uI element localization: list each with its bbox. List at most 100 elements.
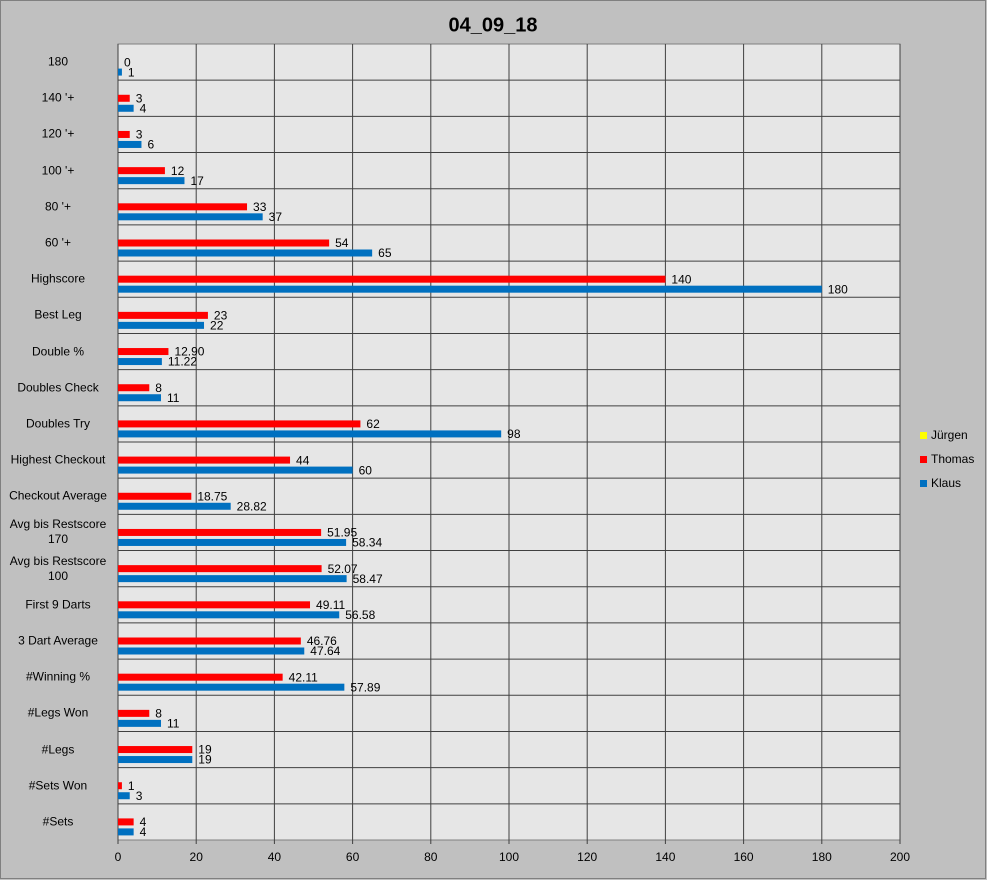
bar bbox=[118, 348, 169, 356]
bar bbox=[118, 140, 142, 148]
bar bbox=[118, 249, 373, 257]
data-label: 4 bbox=[140, 101, 147, 115]
chart-title: 04_09_18 bbox=[449, 14, 538, 36]
data-label: 49.11 bbox=[316, 598, 345, 612]
data-label: 3 bbox=[136, 128, 143, 142]
y-tick-label: 60 '+ bbox=[45, 235, 71, 250]
bar bbox=[118, 456, 291, 464]
bar bbox=[118, 637, 301, 645]
bar bbox=[118, 68, 122, 76]
data-label: 42.11 bbox=[289, 670, 318, 684]
data-label: 57.89 bbox=[350, 680, 380, 694]
bar bbox=[118, 466, 353, 474]
y-tick-label: 180 bbox=[47, 54, 69, 69]
data-label: 4 bbox=[140, 825, 147, 839]
bar bbox=[118, 420, 361, 428]
data-label: 23 bbox=[214, 309, 228, 323]
bar bbox=[118, 601, 311, 609]
data-label: 180 bbox=[828, 282, 848, 296]
data-label: 11.22 bbox=[168, 355, 197, 369]
x-tick-label: 100 bbox=[499, 850, 519, 864]
data-label: 62 bbox=[366, 417, 380, 431]
data-label: 33 bbox=[253, 200, 267, 214]
x-tick-label: 40 bbox=[268, 850, 282, 864]
bar bbox=[118, 275, 666, 283]
y-tick-label: Highest Checkout bbox=[10, 452, 106, 467]
data-label: 17 bbox=[190, 174, 204, 188]
y-tick-label: Doubles Try bbox=[25, 416, 91, 431]
y-tick-label: 100 '+ bbox=[41, 163, 75, 178]
bar bbox=[118, 782, 122, 790]
data-label: 98 bbox=[507, 427, 521, 441]
data-label: 44 bbox=[296, 453, 310, 467]
bar bbox=[118, 239, 330, 247]
x-tick-label: 80 bbox=[424, 850, 438, 864]
bar bbox=[118, 575, 347, 583]
y-tick-label: Best Leg bbox=[34, 307, 82, 322]
x-tick-label: 140 bbox=[655, 850, 675, 864]
data-label: 8 bbox=[155, 707, 162, 721]
bar bbox=[118, 285, 822, 293]
legend-label: Klaus bbox=[931, 476, 961, 490]
x-tick-label: 20 bbox=[190, 850, 204, 864]
legend-label: Thomas bbox=[931, 452, 974, 466]
data-label: 1 bbox=[128, 65, 135, 79]
y-tick-label: Avg bis Restscore 170 bbox=[9, 517, 107, 547]
bar bbox=[118, 756, 193, 764]
bar bbox=[118, 394, 162, 402]
data-label: 3 bbox=[136, 91, 143, 105]
x-tick-label: 200 bbox=[890, 850, 910, 864]
data-label: 0 bbox=[124, 55, 131, 69]
bar bbox=[118, 311, 208, 319]
bar bbox=[118, 538, 347, 546]
y-tick-label: First 9 Darts bbox=[25, 597, 91, 612]
x-tick-label: 0 bbox=[115, 850, 122, 864]
data-label: 3 bbox=[136, 789, 143, 803]
bar bbox=[118, 709, 150, 717]
legend-label: Jürgen bbox=[931, 428, 968, 442]
data-label: 11 bbox=[167, 717, 180, 731]
bar bbox=[118, 104, 134, 112]
bar bbox=[118, 611, 340, 619]
y-tick-label: #Legs Won bbox=[27, 705, 89, 720]
bar bbox=[118, 673, 283, 681]
bar bbox=[118, 213, 263, 221]
bar bbox=[118, 683, 345, 691]
data-label: 54 bbox=[335, 236, 349, 250]
y-tick-label: 3 Dart Average bbox=[18, 633, 98, 648]
bar bbox=[118, 565, 322, 573]
data-label: 52.07 bbox=[328, 562, 358, 576]
data-label: 19 bbox=[198, 743, 212, 757]
bar bbox=[118, 528, 322, 536]
data-label: 140 bbox=[671, 272, 691, 286]
data-label: 12 bbox=[171, 164, 185, 178]
bar bbox=[118, 492, 192, 500]
bar bbox=[118, 94, 130, 102]
y-tick-label: 80 '+ bbox=[45, 199, 71, 214]
y-tick-label: Checkout Average bbox=[9, 488, 107, 503]
data-label: 47.64 bbox=[310, 644, 340, 658]
bar bbox=[118, 828, 134, 836]
bar bbox=[118, 719, 162, 727]
legend-swatch bbox=[920, 432, 927, 439]
data-label: 19 bbox=[198, 753, 212, 767]
bar bbox=[118, 358, 162, 366]
data-label: 12.90 bbox=[174, 345, 204, 359]
y-tick-label: #Legs bbox=[41, 742, 75, 757]
bar bbox=[118, 130, 130, 138]
bar bbox=[118, 818, 134, 826]
x-tick-label: 160 bbox=[734, 850, 754, 864]
data-label: 65 bbox=[378, 246, 392, 260]
x-tick-label: 60 bbox=[346, 850, 360, 864]
bar bbox=[118, 384, 150, 392]
x-tick-label: 120 bbox=[577, 850, 597, 864]
legend-swatch bbox=[920, 456, 927, 463]
bar bbox=[118, 430, 502, 438]
y-tick-label: Avg bis Restscore 100 bbox=[9, 553, 107, 583]
bar bbox=[118, 167, 165, 175]
data-label: 11 bbox=[167, 391, 180, 405]
y-tick-label: Highscore bbox=[30, 271, 86, 286]
data-label: 60 bbox=[359, 463, 373, 477]
data-label: 8 bbox=[155, 381, 162, 395]
